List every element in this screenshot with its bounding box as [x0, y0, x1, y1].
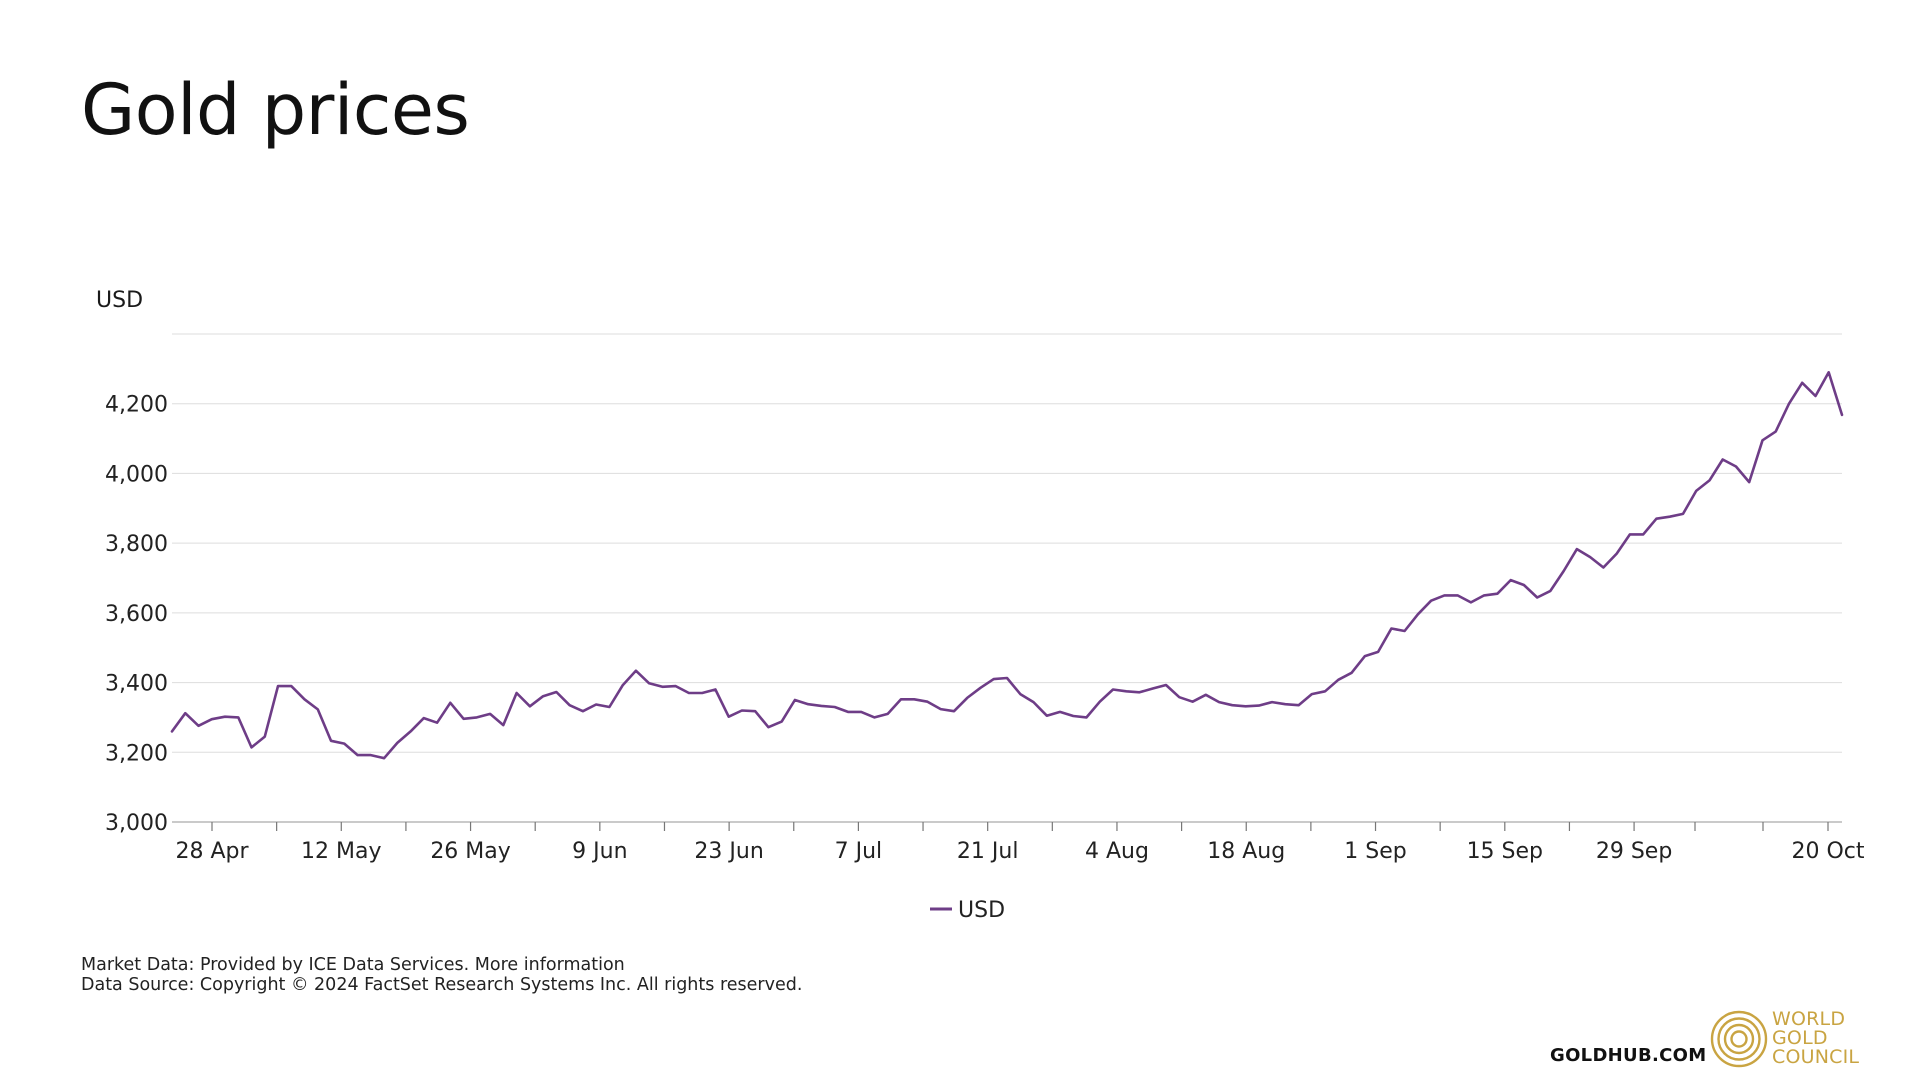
x-tick-label: 4 Aug: [1085, 839, 1149, 864]
x-tick-label: 9 Jun: [572, 839, 627, 864]
grid-layer: [172, 333, 1842, 753]
y-tick-label: 4,200: [105, 393, 168, 418]
x-tick-label: 20 Oct: [1791, 839, 1864, 864]
world-gold-council-wordmark: WORLD GOLD COUNCIL: [1772, 1010, 1859, 1067]
x-tick-label: 15 Sep: [1467, 839, 1543, 864]
data-source-note: Data Source: Copyright © 2024 FactSet Re…: [81, 975, 803, 995]
y-tick-label: 3,000: [105, 811, 168, 836]
series-line-usd: [170, 370, 1844, 760]
x-tick-label: 28 Apr: [175, 839, 249, 864]
wordmark-line-3: COUNCIL: [1772, 1046, 1860, 1068]
wordmark-line-1: WORLD: [1772, 1008, 1846, 1030]
x-tick-label: 29 Sep: [1596, 839, 1672, 864]
x-tick-label: 1 Sep: [1344, 839, 1406, 864]
y-tick-label: 3,200: [105, 741, 168, 766]
more-information-link[interactable]: More information: [474, 955, 625, 975]
world-gold-council-logo-icon: [1710, 1010, 1768, 1068]
x-tick-label: 18 Aug: [1207, 839, 1285, 864]
x-tick-label: 12 May: [301, 839, 381, 864]
page-title: Gold prices: [81, 69, 470, 151]
y-tick-label: 4,000: [105, 462, 168, 487]
x-tick-label: 21 Jul: [957, 839, 1019, 864]
x-tick-label: 26 May: [430, 839, 510, 864]
x-axis: 3,000 3,200 3,400 3,600 3,800 4,000 4,200 28 Ap…: [105, 393, 1865, 864]
y-axis-unit-label: USD: [96, 288, 144, 313]
y-tick-label: 3,600: [105, 602, 168, 627]
x-tick-label: 7 Jul: [835, 839, 883, 864]
wordmark-line-2: GOLD: [1772, 1027, 1828, 1049]
market-data-text: Market Data: Provided by ICE Data Servic…: [81, 955, 475, 975]
footer-notes: Market Data: Provided by ICE Data Servic…: [81, 955, 802, 995]
legend-label-usd[interactable]: USD: [958, 898, 1005, 923]
x-tick-label: 23 Jun: [694, 839, 763, 864]
y-tick-label: 3,400: [105, 672, 168, 697]
legend[interactable]: USD: [930, 898, 1005, 923]
market-data-note: Market Data: Provided by ICE Data Servic…: [81, 955, 802, 975]
goldhub-link[interactable]: GOLDHUB.COM: [1550, 1045, 1707, 1066]
series-layer: [170, 370, 1844, 760]
y-tick-label: 3,800: [105, 532, 168, 557]
